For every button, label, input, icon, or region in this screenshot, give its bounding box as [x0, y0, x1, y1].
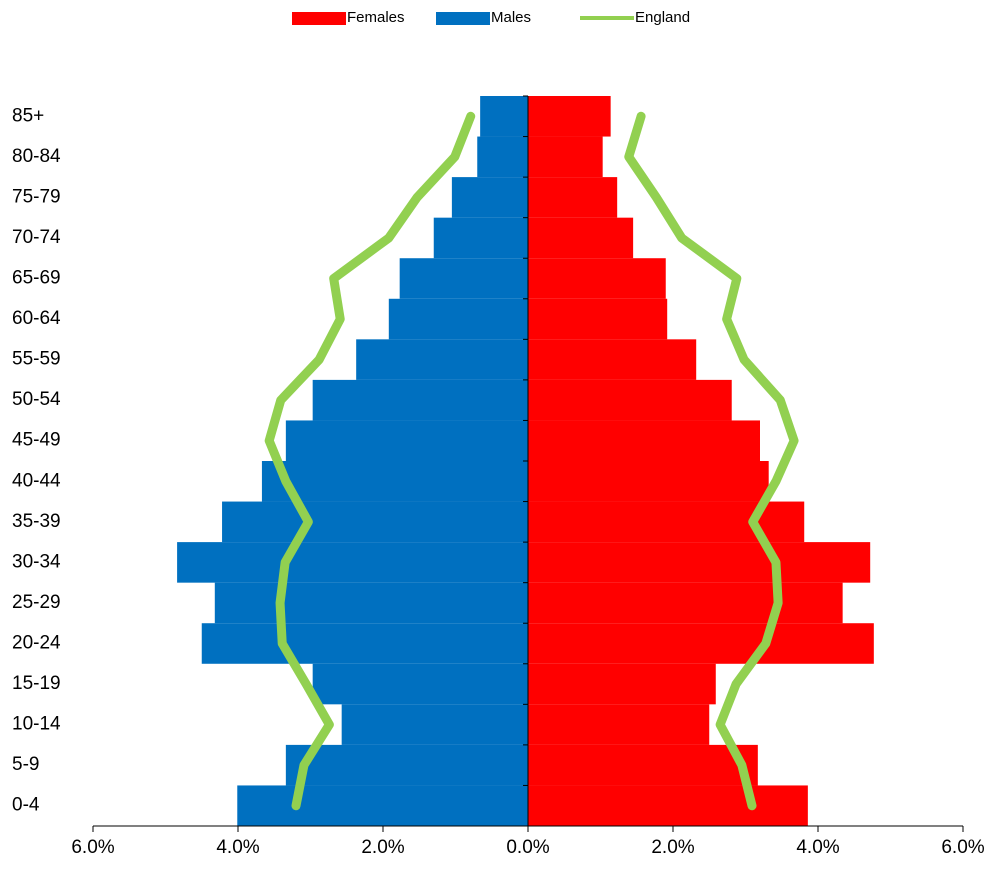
bar — [528, 420, 760, 461]
bar — [528, 542, 871, 583]
y-tick-label: 10-14 — [12, 714, 61, 735]
bar — [261, 461, 528, 502]
bar — [480, 96, 528, 137]
bar — [528, 704, 710, 745]
x-tick-label: 0.0% — [506, 837, 549, 858]
bar — [451, 177, 528, 218]
bar — [477, 136, 528, 178]
x-tick-label: 2.0% — [361, 837, 404, 858]
bar — [285, 420, 528, 461]
bar — [528, 744, 758, 786]
bar — [528, 379, 732, 421]
bar — [201, 623, 528, 664]
x-tick-label: 2.0% — [651, 837, 694, 858]
bar — [433, 217, 528, 259]
bar — [528, 785, 808, 826]
y-tick-label: 25-29 — [12, 592, 61, 613]
y-tick-label: 0-4 — [12, 795, 40, 816]
bar — [528, 623, 874, 664]
x-tick-label: 6.0% — [941, 837, 984, 858]
bar — [528, 339, 697, 380]
bar — [528, 461, 769, 502]
y-tick-label: 55-59 — [12, 349, 61, 370]
bar — [528, 217, 634, 259]
y-tick-label: 60-64 — [12, 308, 61, 329]
bar — [214, 582, 529, 624]
bar — [528, 298, 668, 340]
bar — [528, 663, 716, 705]
bar — [528, 177, 618, 218]
y-tick-label: 85+ — [12, 105, 44, 126]
bar — [312, 663, 528, 705]
bar — [528, 582, 843, 624]
legend-label: Females — [347, 9, 405, 26]
y-tick-label: 5-9 — [12, 754, 39, 775]
bar — [237, 785, 528, 826]
y-tick-label: 20-24 — [12, 633, 61, 654]
y-tick-label: 35-39 — [12, 511, 61, 532]
bar — [341, 704, 528, 745]
y-tick-label: 40-44 — [12, 470, 61, 491]
legend-swatch — [292, 12, 346, 25]
y-tick-label: 45-49 — [12, 430, 61, 451]
x-tick-label: 6.0% — [71, 837, 114, 858]
bar — [388, 298, 528, 340]
y-tick-label: 30-34 — [12, 551, 61, 572]
bar — [312, 379, 528, 421]
bar — [528, 258, 666, 299]
bar — [177, 542, 528, 583]
bar — [285, 744, 528, 786]
england-line — [624, 111, 799, 811]
bar — [399, 258, 528, 299]
y-tick-label: 70-74 — [12, 227, 61, 248]
y-tick-label: 15-19 — [12, 673, 61, 694]
y-tick-label: 80-84 — [12, 146, 61, 167]
england-line — [264, 111, 476, 811]
legend-swatch — [436, 12, 490, 25]
bar — [528, 136, 603, 178]
bar — [222, 501, 529, 543]
x-tick-label: 4.0% — [216, 837, 259, 858]
bar — [528, 96, 611, 137]
bar — [356, 339, 528, 380]
y-tick-label: 75-79 — [12, 186, 61, 207]
x-tick-label: 4.0% — [796, 837, 839, 858]
y-tick-label: 65-69 — [12, 268, 61, 289]
legend-label: England — [635, 9, 690, 26]
y-tick-label: 50-54 — [12, 389, 61, 410]
legend-label: Males — [491, 9, 531, 26]
